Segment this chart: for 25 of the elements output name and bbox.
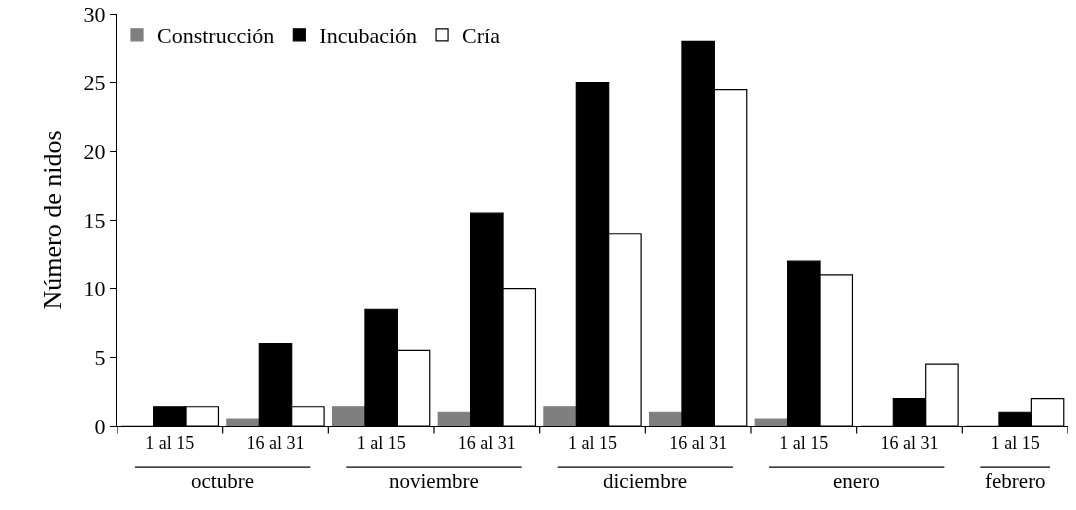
y-axis-title: Número de nidos: [37, 130, 67, 310]
x-tick-label: 1 al 15: [145, 432, 195, 453]
x-tick-label: 16 al 31: [457, 432, 516, 453]
legend-label: Cría: [462, 23, 501, 49]
x-tick-label: 1 al 15: [779, 432, 829, 453]
x-tick-label: 16 al 31: [246, 432, 305, 453]
legend-label: Construcción: [157, 23, 275, 49]
x-tick-label: 1 al 15: [568, 432, 617, 453]
text: noviembre: [389, 469, 479, 493]
text: octubre: [191, 469, 254, 493]
text: diciembre: [603, 469, 687, 493]
text: enero: [833, 469, 880, 493]
y-tick-label: 0: [94, 413, 106, 439]
y-tick-label: 15: [83, 207, 106, 233]
x-tick-label: 16 al 31: [880, 432, 939, 453]
y-tick-label: 30: [83, 1, 106, 27]
y-tick-label: 25: [83, 70, 106, 96]
x-tick-label: 16 al 31: [669, 432, 728, 453]
y-tick-label: 20: [83, 139, 106, 165]
legend-label: Incubación: [319, 23, 418, 49]
x-tick-label: 1 al 15: [990, 432, 1040, 453]
y-tick-label: 10: [83, 276, 106, 302]
text: febrero: [985, 469, 1046, 493]
y-tick-label: 5: [94, 345, 106, 371]
x-tick-label: 1 al 15: [356, 432, 406, 453]
